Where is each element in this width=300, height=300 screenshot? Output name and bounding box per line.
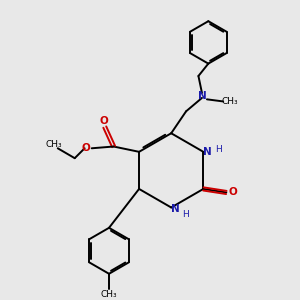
Text: CH₃: CH₃ [222, 97, 238, 106]
Text: H: H [182, 210, 189, 219]
Text: H: H [215, 145, 222, 154]
Text: O: O [228, 188, 237, 197]
Text: N: N [203, 147, 212, 157]
Text: O: O [81, 142, 90, 153]
Text: CH₃: CH₃ [46, 140, 62, 148]
Text: N: N [198, 92, 207, 101]
Text: CH₃: CH₃ [101, 290, 117, 299]
Text: O: O [100, 116, 108, 126]
Text: N: N [171, 204, 180, 214]
